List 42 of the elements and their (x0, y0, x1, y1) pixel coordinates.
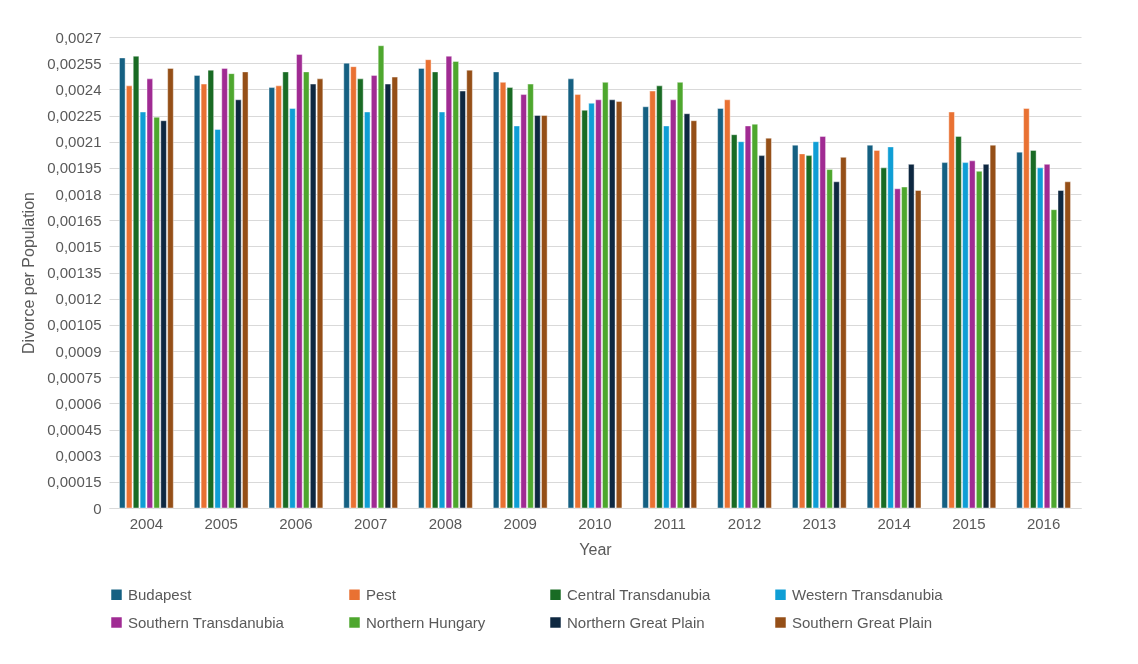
x-tick-label: 2009 (503, 514, 537, 532)
y-axis-title: Divorce per Population (20, 192, 38, 354)
x-tick-label: 2011 (653, 514, 686, 532)
y-tick-label: 0,0006 (55, 394, 102, 412)
y-tick-label: 0,0018 (55, 185, 102, 203)
y-tick-label: 0,0012 (55, 290, 102, 308)
x-tick-label: 2010 (578, 514, 612, 532)
y-tick-label: 0,00105 (47, 316, 102, 334)
y-tick-label: 0,0024 (55, 80, 102, 98)
x-tick-label: 2007 (354, 514, 388, 532)
y-tick-label: 0,00255 (47, 54, 102, 72)
y-tick-label: 0,0027 (55, 28, 102, 46)
x-tick-label: 2004 (129, 514, 164, 532)
y-tick-label: 0,00045 (47, 421, 102, 438)
x-tick-label: 2014 (877, 514, 911, 532)
legend-label: Western Transdanubia (792, 585, 944, 603)
x-tick-label: 2015 (952, 514, 986, 532)
x-tick-label: 2008 (428, 514, 463, 532)
x-axis-title: Year (579, 540, 613, 558)
legend-label: Northern Hungary (366, 613, 486, 631)
legend-label: Southern Great Plain (792, 613, 933, 631)
y-tick-label: 0 (93, 499, 102, 517)
legend-label: Central Transdanubia (567, 585, 712, 603)
x-tick-label: 2005 (204, 514, 238, 532)
y-tick-label: 0,00135 (47, 264, 102, 281)
y-tick-label: 0,00165 (47, 211, 102, 229)
y-tick-label: 0,00225 (47, 107, 102, 124)
legend-label: Northern Great Plain (567, 613, 705, 631)
y-tick-label: 0,0009 (55, 342, 102, 360)
x-tick-label: 2006 (279, 514, 313, 532)
legend-label: Pest (366, 585, 397, 603)
y-tick-label: 0,0021 (55, 133, 102, 151)
x-tick-label: 2013 (802, 514, 836, 532)
x-tick-label: 2016 (1026, 514, 1061, 532)
legend-label: Budapest (128, 585, 193, 603)
x-tick-label: 2012 (727, 514, 762, 532)
y-tick-label: 0,00195 (47, 159, 102, 177)
legend-label: Southern Transdanubia (128, 613, 285, 631)
y-tick-label: 0,0003 (55, 447, 102, 465)
y-tick-label: 0,00015 (47, 473, 102, 491)
y-tick-label: 0,0015 (55, 237, 102, 255)
y-tick-label: 0,00075 (47, 368, 102, 386)
